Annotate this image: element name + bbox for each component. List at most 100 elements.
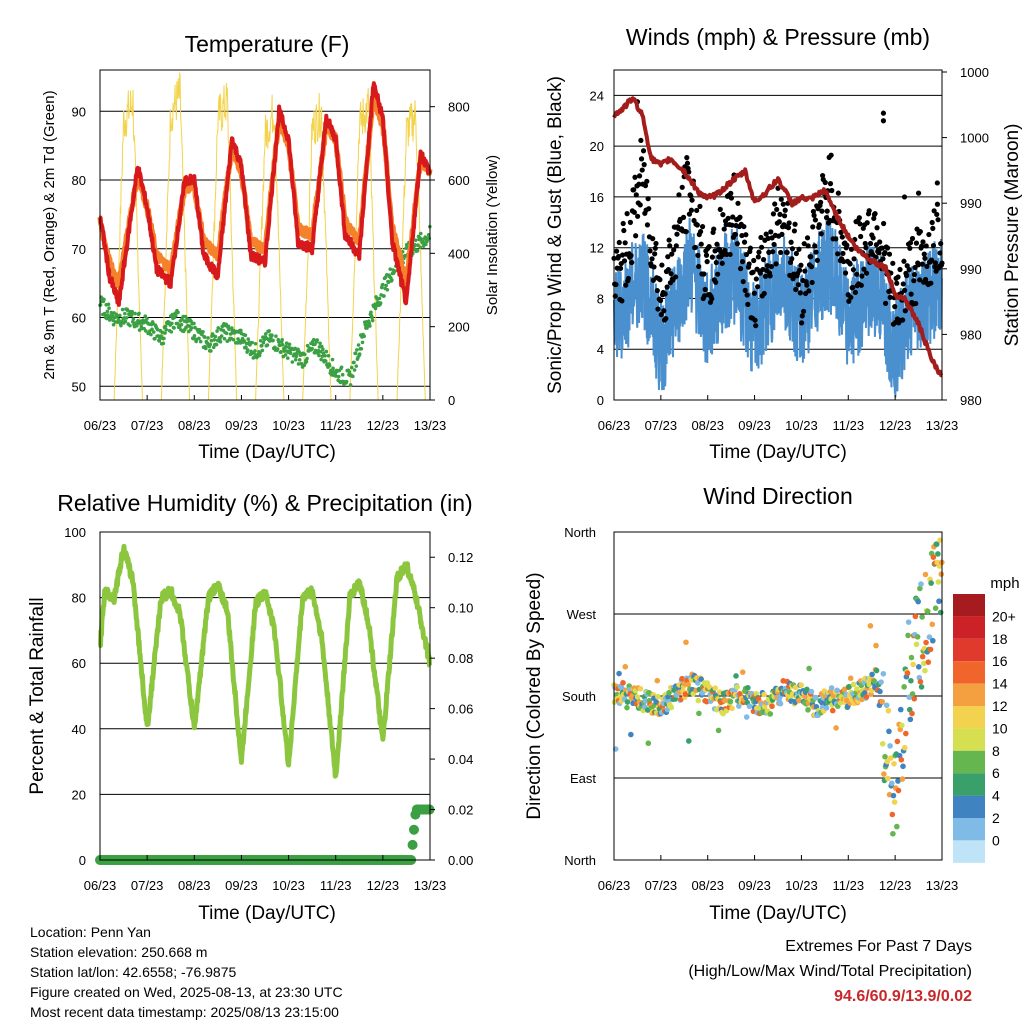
dewpoint-point [352, 368, 357, 372]
gust-point [735, 200, 741, 206]
x-tick-label: 07/23 [645, 878, 678, 893]
direction-point [928, 580, 934, 586]
gust-point [701, 293, 708, 299]
gust-point [703, 252, 710, 258]
gust-point [737, 214, 743, 220]
gust-point [782, 207, 788, 213]
colorbar-swatch [953, 706, 985, 729]
gust-point [636, 173, 643, 179]
dewpoint-point [418, 245, 422, 250]
gust-point [739, 232, 745, 239]
extremes-values: 94.6/60.9/13.9/0.02 [834, 988, 972, 1005]
panel-direction: Wind Direction North East South West North 0… [524, 483, 1020, 924]
gust-point [858, 233, 864, 240]
y2-tick-label: 980 [960, 393, 982, 408]
x-tick-label: 13/23 [414, 878, 447, 893]
x-tick-label: 08/23 [178, 418, 211, 433]
direction-point [925, 659, 932, 665]
dewpoint-point [164, 327, 168, 332]
gust-point [671, 247, 677, 253]
gust-point [848, 246, 855, 252]
direction-point [897, 706, 904, 713]
direction-point [929, 621, 936, 628]
direction-point [698, 676, 704, 682]
gust-point [920, 239, 926, 245]
gust-point [627, 219, 634, 225]
dewpoint-point [286, 356, 290, 360]
gust-point [793, 250, 799, 257]
gust-point [829, 187, 835, 194]
y-tick-label: 16 [590, 190, 604, 205]
y-tick-label: North [564, 853, 596, 868]
gust-point [755, 284, 761, 290]
direction-x-ticks: 06/23 07/23 08/23 09/23 10/23 11/23 12/23 13/23 [598, 855, 958, 893]
gust-point [651, 264, 657, 270]
station-elevation: Station elevation: 250.668 m [30, 944, 208, 960]
y2-tick-label: 990 [960, 196, 982, 211]
x-tick-label: 12/23 [879, 418, 912, 433]
y2-tick-label: 400 [448, 246, 470, 261]
gust-point [842, 270, 849, 276]
direction-point [907, 716, 914, 723]
y-tick-label: 50 [72, 379, 86, 394]
gust-point [901, 194, 908, 200]
gust-point [793, 286, 799, 293]
colorbar-label: 6 [992, 765, 1000, 781]
gust-point [811, 212, 817, 218]
direction-point [922, 571, 929, 578]
gust-point [644, 222, 651, 228]
gust-point [846, 298, 852, 304]
gust-point [762, 273, 769, 279]
gust-point [728, 190, 734, 196]
gust-point [880, 118, 887, 124]
direction-point [798, 682, 805, 688]
gust-point [699, 224, 706, 230]
dewpoint-point [192, 333, 197, 338]
colorbar-swatch [953, 728, 985, 751]
dewpoint-point [176, 310, 180, 315]
dewpoint-point [111, 322, 116, 327]
colorbar-label: 16 [992, 653, 1008, 669]
gust-point [768, 229, 774, 235]
humidity-x-ticks: 06/23 07/23 08/23 09/23 10/23 11/23 12/23 13/23 [84, 855, 447, 893]
dewpoint-point [250, 340, 254, 345]
gust-point [909, 235, 916, 242]
gust-point [702, 286, 708, 293]
gust-point [819, 208, 825, 214]
gust-point [904, 263, 910, 269]
direction-point [915, 598, 921, 605]
direction-point [712, 685, 719, 691]
gust-point [631, 209, 637, 215]
gust-point [808, 264, 815, 270]
dewpoint-point [377, 296, 382, 301]
dewpoint-point [386, 280, 391, 285]
y-tick-label: 0 [597, 393, 604, 408]
extremes-title: Extremes For Past 7 Days [785, 938, 972, 955]
gust-point [752, 317, 758, 323]
gust-point [750, 269, 756, 275]
direction-point [624, 704, 630, 711]
gust-point [874, 225, 880, 231]
gust-point [902, 287, 908, 293]
gust-point [894, 280, 900, 286]
gust-point [632, 174, 638, 180]
dewpoint-point [290, 360, 295, 364]
gust-point [729, 222, 735, 228]
gust-point [809, 279, 815, 286]
direction-point [829, 707, 836, 714]
gust-point [879, 245, 885, 251]
dewpoint-point [310, 346, 314, 351]
direction-point [932, 605, 939, 612]
direction-point [889, 811, 896, 818]
dewpoint-point [246, 337, 251, 341]
direction-point [911, 696, 918, 702]
gust-point [884, 245, 891, 251]
dewpoint-point [257, 353, 262, 358]
direction-point [808, 688, 815, 695]
gust-point [919, 261, 925, 267]
gust-point [722, 247, 728, 253]
gust-point [638, 156, 645, 162]
dewpoint-point [137, 311, 141, 316]
dewpoint-point [299, 361, 304, 366]
direction-point [900, 763, 906, 770]
